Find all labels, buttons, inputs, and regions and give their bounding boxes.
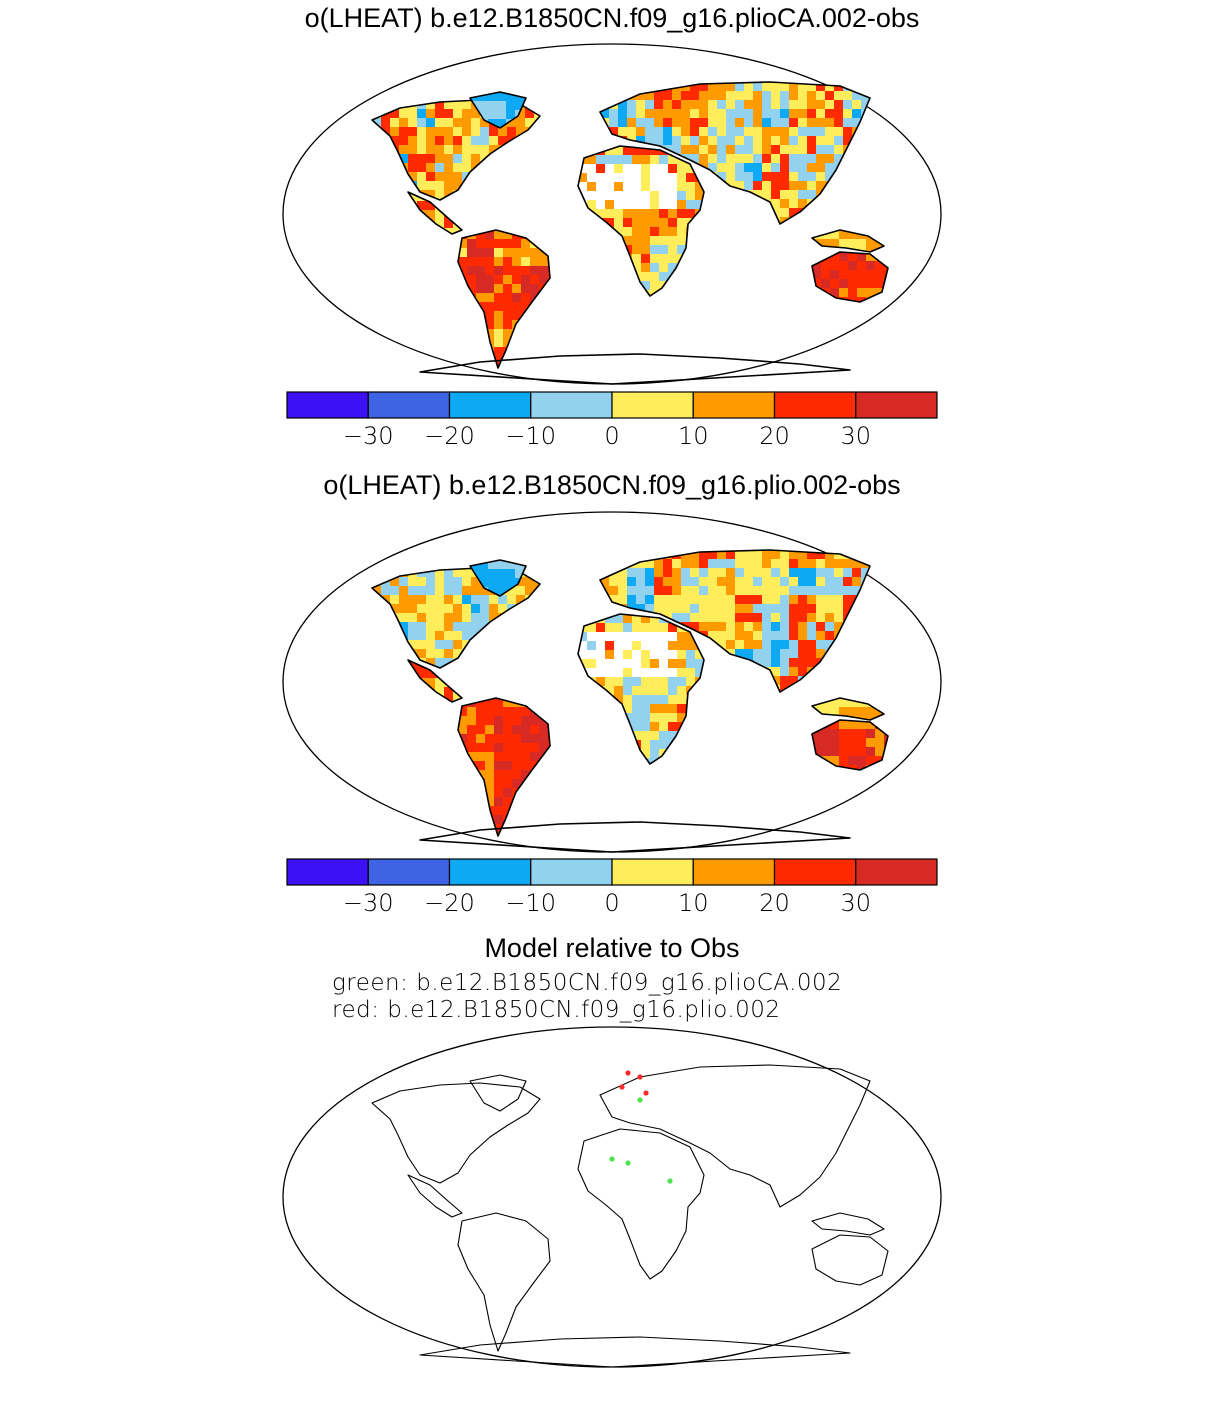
panel2-title: o(LHEAT) b.e12.B1850CN.f09_g16.plio.002-… [323,470,901,500]
coastline-antarctica [419,1336,851,1368]
coastline-camerica [407,659,463,703]
coastline-camerica [407,191,463,235]
map-frame [282,1026,942,1368]
colorbar-tick-label: −10 [505,889,556,917]
colorbar-swatch [855,858,938,886]
colorbar-swatch [611,391,694,419]
coastline-africa [577,613,705,765]
green-marker [667,1178,673,1184]
green-marker [609,1156,615,1162]
colorbar-tick-label: 0 [604,889,619,917]
colorbar-swatch [286,391,369,419]
colorbar-swatch [611,858,694,886]
colorbar-swatch [692,391,776,419]
colorbar-swatch [286,858,369,886]
map-panel-2 [282,511,942,853]
coastline-africa [577,1128,705,1280]
green-marker [625,1160,631,1166]
colorbar-swatch [530,391,613,419]
coastline-australia [811,1234,889,1286]
colorbar-tick-label: −30 [343,422,394,450]
coastline-eurasia [599,1064,871,1208]
coastline-samerica [457,229,551,369]
coastline-seasia [811,697,885,721]
colorbar-swatch [530,858,613,886]
coastline-samerica [457,697,551,837]
colorbar-swatch [448,391,532,419]
coastline-greenland [469,91,527,129]
coastline-seasia [811,229,885,253]
colorbar-tick-label: 10 [678,422,709,450]
colorbar-tick-label: −30 [343,889,394,917]
colorbar-tick-label: −20 [424,422,475,450]
colorbar-swatch [692,858,776,886]
colorbar-tick-label: 0 [604,422,619,450]
map-panel-1 [282,43,942,385]
coastline-australia [811,251,889,303]
coastline-eurasia [599,81,871,225]
coastline-samerica [457,1212,551,1352]
coastline-antarctica [419,353,851,385]
red-marker [625,1070,631,1076]
coastline-namerica [371,567,541,669]
coastline-seasia [811,1212,885,1236]
colorbar-tick-label: 20 [759,889,790,917]
colorbar-swatch [367,391,451,419]
colorbar-swatch [367,858,451,886]
colorbar-2: −30 −20 −10 0 10 20 30 [286,858,938,917]
colorbar-swatch [773,858,857,886]
colorbar-swatch [855,391,938,419]
coastline-australia [811,719,889,771]
coastline-greenland [469,559,527,597]
colorbar-tick-label: 30 [840,422,871,450]
coastline-greenland [469,1074,527,1112]
green-marker [637,1097,643,1103]
legend-red: red: b.e12.B1850CN.f09_g16.plio.002 [332,997,781,1023]
colorbar-tick-label: −20 [424,889,475,917]
colorbar-tick-label: −10 [505,422,556,450]
coastline-antarctica [419,821,851,853]
coastline-africa [577,145,705,297]
red-marker [637,1074,643,1080]
colorbar-tick-label: 10 [678,889,709,917]
panel1-title: o(LHEAT) b.e12.B1850CN.f09_g16.plioCA.00… [304,3,920,33]
map-panel-3 [282,1026,942,1368]
legend-green: green: b.e12.B1850CN.f09_g16.plioCA.002 [332,970,843,996]
red-marker [643,1090,649,1096]
red-marker [619,1084,625,1090]
colorbar-swatch [773,391,857,419]
coastline-eurasia [599,549,871,693]
colorbar-swatch [448,858,532,886]
coastline-camerica [407,1174,463,1218]
colorbar-tick-label: 30 [840,889,871,917]
colorbar-1: −30 −20 −10 0 10 20 30 [286,391,938,450]
coastline-namerica [371,99,541,201]
coastline-namerica [371,1082,541,1184]
colorbar-tick-label: 20 [759,422,790,450]
panel3-title: Model relative to Obs [484,933,740,963]
